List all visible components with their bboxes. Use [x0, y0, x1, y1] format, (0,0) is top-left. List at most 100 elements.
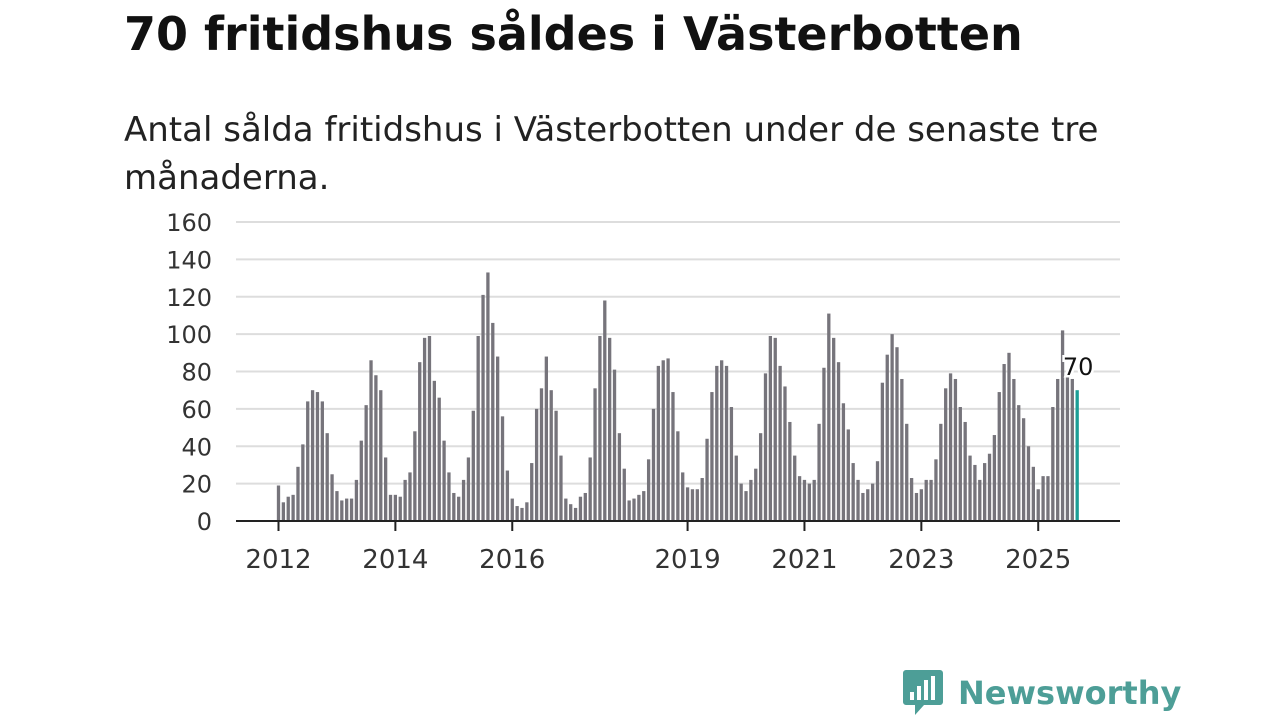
- bar: [379, 390, 383, 521]
- bar: [510, 498, 514, 521]
- bar: [500, 416, 505, 521]
- latest-value-label: 70: [1063, 353, 1094, 381]
- bar: [457, 496, 461, 521]
- y-tick-label: 40: [181, 433, 212, 461]
- bar: [676, 431, 680, 521]
- bar: [812, 479, 816, 521]
- bar: [388, 494, 393, 521]
- bar: [505, 470, 510, 521]
- bar: [681, 472, 685, 521]
- bar: [832, 337, 836, 521]
- y-tick-label: 60: [181, 396, 212, 424]
- bar: [724, 365, 729, 521]
- bar: [583, 492, 587, 521]
- bar: [496, 356, 500, 521]
- bar: [880, 382, 885, 521]
- bar: [685, 487, 690, 521]
- bar: [520, 507, 524, 521]
- bar: [793, 455, 797, 521]
- bar: [554, 410, 558, 521]
- bar: [471, 410, 475, 521]
- bar: [632, 498, 636, 521]
- y-tick-label: 120: [166, 284, 212, 312]
- bar: [690, 489, 695, 521]
- bar: [447, 472, 451, 521]
- y-tick-label: 140: [166, 246, 212, 274]
- bar: [870, 483, 875, 522]
- bar: [603, 300, 607, 521]
- bar: [359, 440, 363, 521]
- bar: [934, 459, 938, 521]
- bar: [861, 492, 865, 521]
- gridlines: [236, 221, 1120, 485]
- bar: [325, 433, 329, 521]
- bar: [1036, 489, 1040, 521]
- bar: [335, 491, 339, 521]
- bar: [539, 388, 544, 521]
- bar: [374, 375, 378, 521]
- bar: [1056, 378, 1060, 521]
- x-tick-label: 2012: [245, 545, 311, 575]
- bar: [788, 421, 792, 521]
- brand-name: Newsworthy: [958, 674, 1182, 712]
- bar: [866, 489, 870, 521]
- bar: [758, 433, 763, 521]
- bar: [466, 457, 471, 521]
- bar: [817, 423, 821, 521]
- bar: [875, 461, 880, 521]
- bars: [276, 272, 1079, 522]
- bar: [291, 494, 295, 521]
- bar: [978, 479, 982, 521]
- bar: [1065, 377, 1070, 521]
- bar: [330, 474, 334, 521]
- bar: [802, 479, 807, 521]
- bar: [369, 360, 373, 521]
- y-tick-label: 80: [181, 359, 212, 387]
- bar: [929, 479, 933, 521]
- bar: [398, 496, 402, 521]
- bar: [486, 272, 490, 521]
- bar: [1026, 446, 1031, 521]
- bar: [349, 498, 354, 521]
- bar: [383, 457, 388, 521]
- annotation: 70: [1060, 351, 1096, 384]
- bar: [588, 457, 592, 521]
- bar: [744, 491, 748, 521]
- bar: [1017, 405, 1021, 521]
- bar: [924, 479, 928, 521]
- bar: [754, 468, 758, 521]
- bar: [739, 483, 743, 522]
- bar: [797, 476, 802, 521]
- bar: [608, 337, 612, 521]
- bar: [992, 435, 997, 521]
- bar: [534, 408, 539, 522]
- bar: [846, 429, 850, 521]
- bar: [715, 365, 719, 521]
- bar: [890, 334, 894, 522]
- bar: [354, 479, 359, 521]
- bar: [598, 335, 602, 521]
- x-tick-label: 2019: [654, 545, 720, 575]
- chart-subtitle: Antal sålda fritidshus i Västerbotten un…: [124, 110, 1099, 198]
- x-axis: 2012 2014 2016 2019 2021 2023 2025: [236, 520, 1120, 575]
- bar: [1060, 330, 1065, 521]
- bar: [905, 423, 909, 521]
- y-tick-label: 100: [166, 321, 212, 349]
- bar: [622, 468, 626, 521]
- newsworthy-logo-icon: [903, 670, 943, 715]
- bar: [939, 423, 943, 521]
- bar: [544, 356, 548, 521]
- bar: [315, 392, 320, 521]
- bar: [1046, 476, 1050, 521]
- bar: [422, 337, 427, 521]
- bar: [948, 373, 953, 521]
- bar: [569, 504, 573, 521]
- bar: [296, 466, 300, 521]
- bar: [944, 388, 948, 521]
- bar: [783, 386, 787, 521]
- bar: [306, 401, 310, 521]
- bar: [1041, 476, 1045, 521]
- bar: [593, 388, 597, 521]
- bar: [301, 444, 305, 521]
